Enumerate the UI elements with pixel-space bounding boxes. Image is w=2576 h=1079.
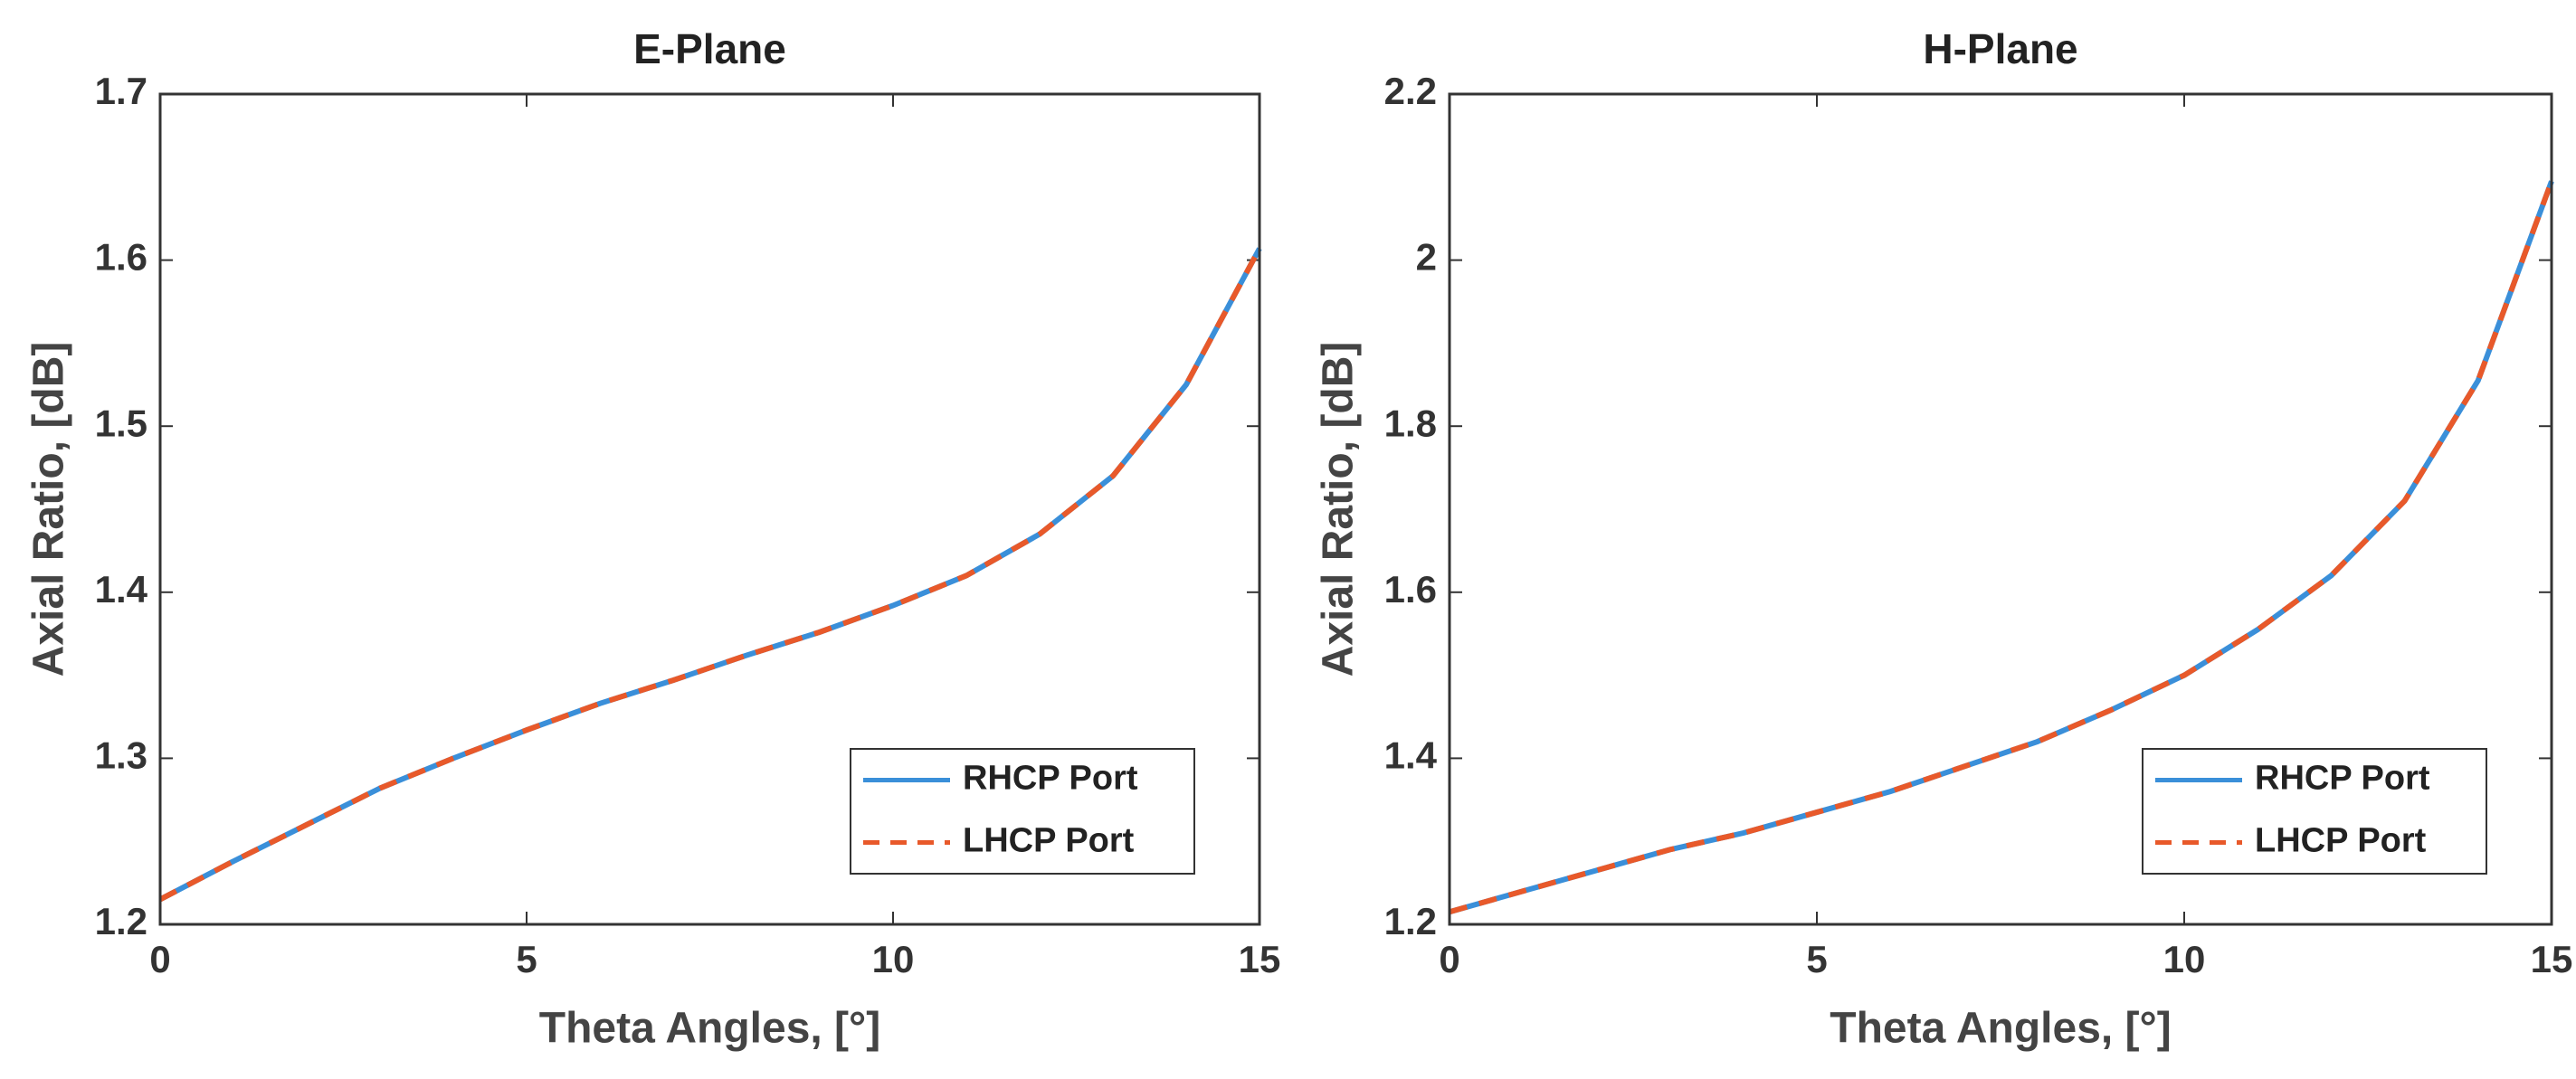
- y-tick-label: 1.2: [1384, 900, 1437, 942]
- y-tick-label: 1.5: [95, 402, 147, 444]
- legend-label: RHCP Port: [2255, 760, 2430, 798]
- chart-title: H-Plane: [1923, 25, 2077, 72]
- plot: 1.2 1.3 1.4 1.5 1.6 1.7 0 5 10 15 E-Plane Theta Ang…: [25, 25, 1281, 1053]
- y-tick-label: 1.3: [95, 734, 147, 776]
- x-tick-label: 5: [1806, 938, 1827, 980]
- x-axis-label: Theta Angles, [°]: [539, 1005, 880, 1053]
- axes-frame: [158, 92, 1261, 926]
- x-tick-label: 10: [872, 938, 915, 980]
- x-tick-label: 0: [149, 938, 170, 980]
- legend-box: [850, 748, 1195, 875]
- x-tick-label: 10: [2163, 938, 2206, 980]
- legend-label: RHCP Port: [963, 760, 1138, 798]
- x-tick-label: 5: [516, 938, 537, 980]
- series-line: [1449, 180, 2554, 915]
- plot: 1.2 1.4 1.6 1.8 2 2.2 0 5 10 15 H-Plane Theta Angle…: [1315, 25, 2573, 1053]
- legend-box: [2142, 748, 2487, 875]
- axes-frame: [1448, 92, 2553, 926]
- y-axis-label: Axial Ratio, [dB]: [25, 342, 73, 677]
- x-axis-label: Theta Angles, [°]: [1830, 1005, 2171, 1053]
- y-axis-label: Axial Ratio, [dB]: [1315, 342, 1363, 677]
- y-tick-label: 1.4: [1384, 734, 1438, 776]
- x-tick-label: 15: [2531, 938, 2573, 980]
- series-line: [158, 247, 1262, 903]
- y-tick-label: 1.6: [1384, 568, 1437, 610]
- x-tick-label: 0: [1439, 938, 1459, 980]
- y-tick-label: 1.4: [95, 568, 148, 610]
- legend-label: LHCP Port: [2255, 822, 2427, 860]
- chart-title: E-Plane: [633, 25, 786, 72]
- y-tick-label: 1.8: [1384, 402, 1437, 444]
- y-tick-label: 1.7: [95, 70, 147, 112]
- y-tick-label: 2.2: [1384, 70, 1437, 112]
- x-tick-label: 15: [1239, 938, 1281, 980]
- legend-label: LHCP Port: [963, 822, 1135, 860]
- y-tick-label: 2: [1416, 236, 1437, 279]
- y-tick-label: 1.2: [95, 900, 147, 942]
- y-tick-label: 1.6: [95, 236, 147, 279]
